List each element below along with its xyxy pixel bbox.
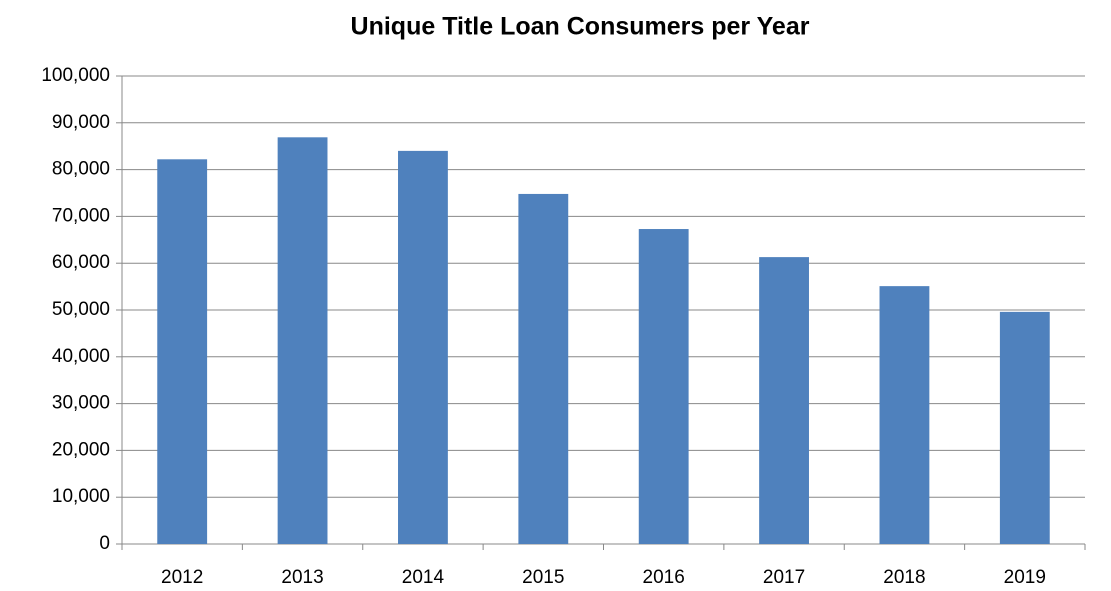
bar	[999, 311, 1050, 544]
y-tick-label: 100,000	[41, 65, 110, 86]
x-tick-label: 2015	[522, 567, 564, 588]
x-tick-label: 2014	[402, 567, 445, 588]
y-tick-label: 80,000	[52, 159, 110, 180]
bar	[157, 159, 208, 544]
bar	[277, 137, 328, 545]
y-tick-label: 30,000	[52, 393, 110, 414]
y-tick-label: 90,000	[52, 112, 110, 133]
x-tick-label: 2017	[763, 567, 805, 588]
y-tick-label: 10,000	[52, 486, 110, 507]
y-tick-label: 50,000	[52, 299, 110, 320]
y-tick-label: 40,000	[52, 346, 110, 367]
bar	[759, 257, 809, 544]
bar	[398, 150, 448, 544]
y-tick-label: 20,000	[52, 439, 110, 460]
x-tick-label: 2012	[161, 567, 203, 588]
y-tick-label: 60,000	[52, 252, 110, 273]
x-tick-label: 2013	[281, 567, 323, 588]
x-tick-label: 2018	[883, 567, 925, 588]
bar	[638, 229, 689, 544]
x-tick-label: 2016	[643, 567, 685, 588]
x-tick-label: 2019	[1004, 567, 1046, 588]
chart-title: Unique Title Loan Consumers per Year	[351, 13, 810, 41]
y-tick-label: 0	[99, 533, 110, 554]
bar	[879, 286, 930, 544]
bar	[518, 193, 569, 544]
y-tick-label: 70,000	[52, 205, 110, 226]
